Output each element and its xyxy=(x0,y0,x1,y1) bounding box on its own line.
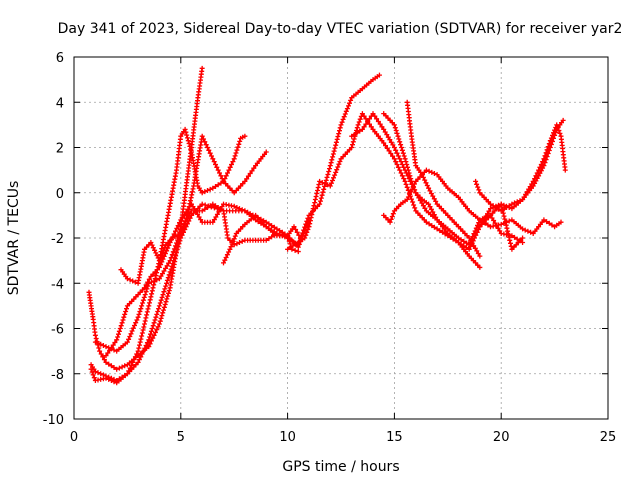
axis-ticks: 0 5 10 15 20 25 -10 -8 -6 -4 -2 0 2 4 6 xyxy=(43,51,617,445)
x-tick-label: 10 xyxy=(279,430,296,445)
series-markers xyxy=(381,111,483,270)
x-tick-label: 0 xyxy=(70,430,78,445)
x-tick-label: 25 xyxy=(600,430,617,445)
y-tick-label: 6 xyxy=(56,51,64,66)
series-markers xyxy=(285,111,526,252)
chart-title: Day 341 of 2023, Sidereal Day-to-day VTE… xyxy=(58,21,623,37)
y-tick-label: 0 xyxy=(56,187,64,202)
x-tick-label: 20 xyxy=(493,430,510,445)
series-10 xyxy=(381,111,483,270)
y-tick-label: -6 xyxy=(51,323,64,338)
y-tick-label: -2 xyxy=(51,232,64,247)
series-11 xyxy=(381,167,564,236)
y-tick-label: -10 xyxy=(43,413,64,428)
y-tick-label: 4 xyxy=(56,96,64,111)
series-8 xyxy=(221,212,303,266)
y-tick-label: 2 xyxy=(56,142,64,157)
series-markers xyxy=(477,117,566,230)
y-tick-label: -8 xyxy=(51,368,64,383)
x-tick-label: 15 xyxy=(386,430,403,445)
grid-lines xyxy=(74,57,608,419)
series-markers xyxy=(404,99,483,259)
y-tick-label: -4 xyxy=(51,277,64,292)
series-12 xyxy=(404,99,483,259)
data-series xyxy=(86,65,568,386)
series-7 xyxy=(285,111,526,252)
x-tick-label: 5 xyxy=(177,430,185,445)
series-3 xyxy=(88,201,312,386)
series-markers xyxy=(221,212,303,266)
x-axis-label: GPS time / hours xyxy=(282,459,399,475)
series-markers xyxy=(381,167,564,236)
y-axis-label: SDTVAR / TECUs xyxy=(6,181,22,296)
series-markers xyxy=(88,201,312,386)
series-14 xyxy=(477,117,566,230)
